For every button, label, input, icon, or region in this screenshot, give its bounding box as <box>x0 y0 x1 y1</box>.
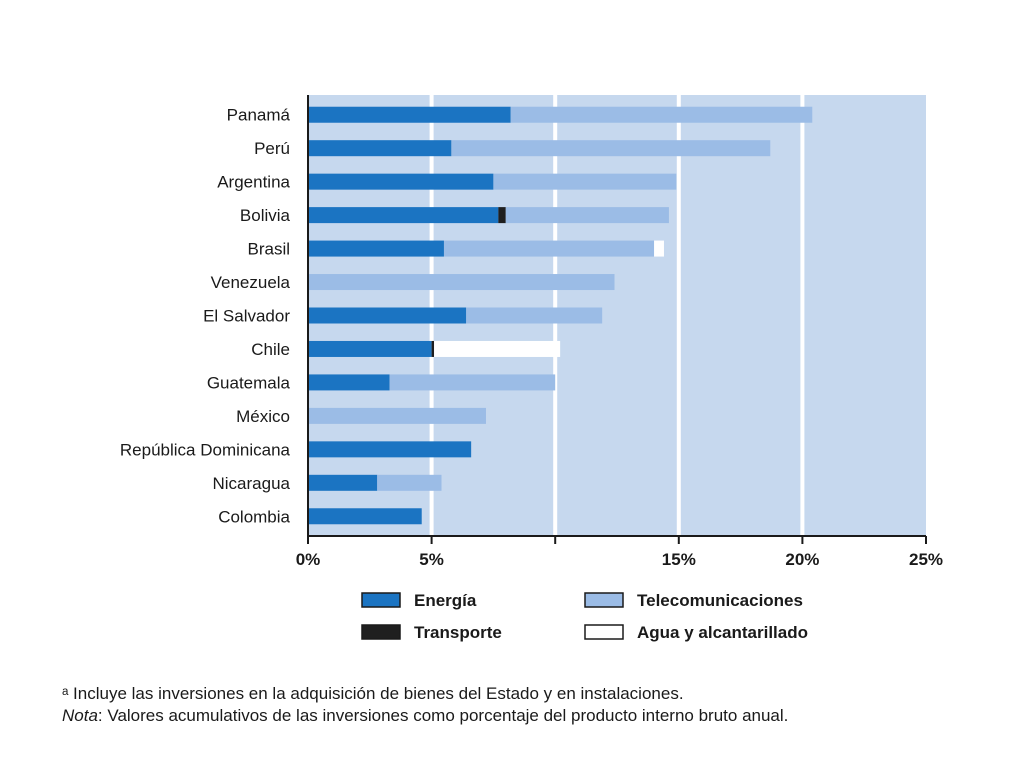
x-tick-label-0: 0% <box>296 550 321 569</box>
category-label-el-salvador: El Salvador <box>203 307 290 326</box>
bar-el-salvador-telecomunicaciones <box>466 307 603 324</box>
bar-bolivia-transporte <box>498 207 506 224</box>
x-tick-label-1: 5% <box>419 550 444 569</box>
bar-bolivia-energia <box>308 207 499 224</box>
bar-argentina-energia <box>308 173 494 190</box>
legend-label-agua-y-alcantarillado: Agua y alcantarillado <box>637 623 808 642</box>
footnote: ᵃ Incluye las inversiones en la adquisic… <box>62 684 684 703</box>
bar-panama-telecomunicaciones <box>510 106 813 123</box>
bar-peru-telecomunicaciones <box>451 140 771 157</box>
legend-swatch-agua-y-alcantarillado <box>584 624 624 640</box>
bar-brasil-telecomunicaciones <box>443 240 655 257</box>
bar-el-salvador-energia <box>308 307 467 324</box>
nota: Nota: Valores acumulativos de las invers… <box>62 705 962 727</box>
category-label-bolivia: Bolivia <box>240 206 291 225</box>
bar-nicaragua-energia <box>308 474 378 491</box>
bar-peru-energia <box>308 140 452 157</box>
x-tick-label-5: 25% <box>909 550 943 569</box>
category-label-chile: Chile <box>251 340 290 359</box>
bar-nicaragua-telecomunicaciones <box>377 474 442 491</box>
category-label-venezuela: Venezuela <box>211 273 291 292</box>
bar-brasil-agua-y-alcantarillado <box>654 240 664 257</box>
legend-label-transporte: Transporte <box>414 623 502 642</box>
bar-brasil-energia <box>308 240 444 257</box>
bar-venezuela-telecomunicaciones <box>308 274 615 291</box>
x-tick-label-4: 20% <box>785 550 819 569</box>
x-tick-label-3: 15% <box>662 550 696 569</box>
category-label-colombia: Colombia <box>218 507 290 526</box>
bar-argentina-telecomunicaciones <box>493 173 677 190</box>
legend-label-telecomunicaciones: Telecomunicaciones <box>637 591 803 610</box>
legend-swatch-transporte <box>361 624 401 640</box>
bar-chile-agua-y-alcantarillado <box>434 340 561 357</box>
bar-republica-dominicana-energia <box>308 441 472 458</box>
legend-swatch-energia <box>361 592 401 608</box>
category-label-nicaragua: Nicaragua <box>213 474 291 493</box>
category-label-brasil: Brasil <box>247 240 290 259</box>
nota-lead: Nota <box>62 706 98 725</box>
chart-notes: ᵃ Incluye las inversiones en la adquisic… <box>62 683 962 727</box>
bar-chile-energia <box>308 340 432 357</box>
nota-text: : Valores acumulativos de las inversione… <box>97 706 789 725</box>
bar-mexico-telecomunicaciones <box>308 407 486 424</box>
category-label-panama: Panamá <box>227 106 291 125</box>
bar-colombia-energia <box>308 508 422 525</box>
bar-panama-energia <box>308 106 511 123</box>
category-label-argentina: Argentina <box>217 173 290 192</box>
stacked-bar-chart: Panamá Perú Argentina Bolivia Brasil Venezuel… <box>120 95 943 642</box>
legend-swatch-telecomunicaciones <box>584 592 624 608</box>
legend-label-energia: Energía <box>414 591 477 610</box>
bar-bolivia-telecomunicaciones <box>505 207 669 224</box>
category-label-guatemala: Guatemala <box>207 373 291 392</box>
category-label-peru: Perú <box>254 139 290 158</box>
bar-guatemala-energia <box>308 374 390 391</box>
bar-guatemala-telecomunicaciones <box>389 374 556 391</box>
bar-chile-transporte <box>431 340 435 357</box>
category-label-republica-dominicana: República Dominicana <box>120 440 291 459</box>
category-label-mexico: México <box>236 407 290 426</box>
